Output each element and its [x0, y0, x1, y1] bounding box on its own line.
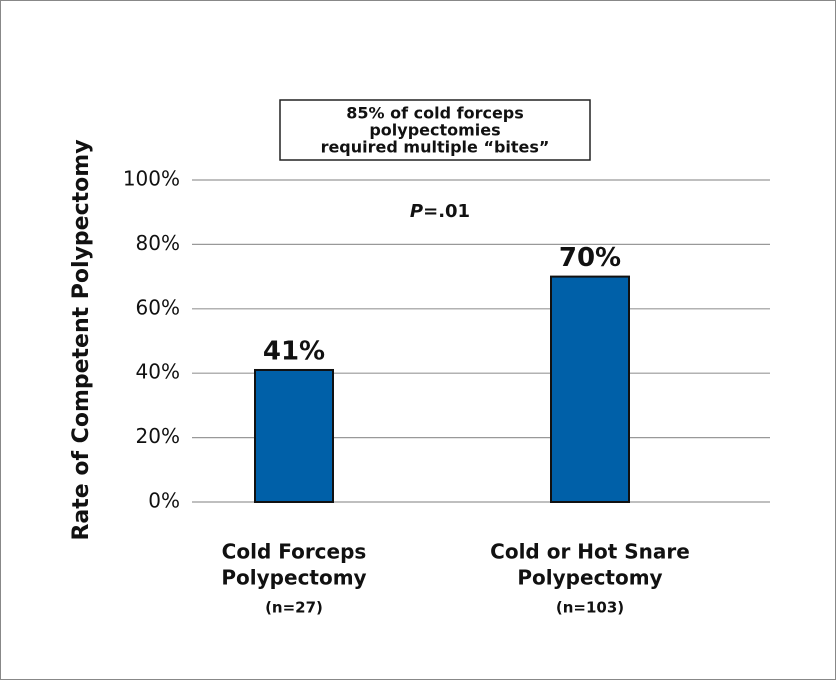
- value-label: 41%: [263, 336, 325, 366]
- y-tick-label: 100%: [123, 167, 180, 191]
- value-label: 70%: [559, 243, 621, 273]
- x-tick-label: Cold Forceps: [222, 540, 367, 564]
- y-tick-label: 80%: [136, 231, 180, 255]
- p-text: =.01: [423, 201, 470, 222]
- y-tick-label: 0%: [148, 489, 180, 513]
- p-value: P=.01: [410, 201, 470, 222]
- annotation-box: [279, 99, 591, 161]
- bar: [550, 275, 630, 503]
- y-tick-label: 60%: [136, 295, 180, 319]
- y-axis-label: Rate of Competent Polypectomy: [69, 139, 94, 540]
- y-tick-label: 20%: [136, 424, 180, 448]
- annotation-line: 85% of cold forceps: [346, 104, 524, 123]
- annotation-line: polypectomies: [369, 121, 500, 140]
- sample-size: (n=103): [556, 599, 624, 617]
- sample-size: (n=27): [265, 599, 323, 617]
- y-tick-label: 40%: [136, 360, 180, 384]
- bar: [254, 368, 334, 504]
- x-tick-label: Polypectomy: [221, 566, 366, 590]
- x-tick-label: Polypectomy: [517, 566, 662, 590]
- p-symbol: P: [410, 201, 423, 222]
- x-tick-label: Cold or Hot Snare: [490, 540, 690, 564]
- annotation-line: required multiple “bites”: [321, 138, 550, 157]
